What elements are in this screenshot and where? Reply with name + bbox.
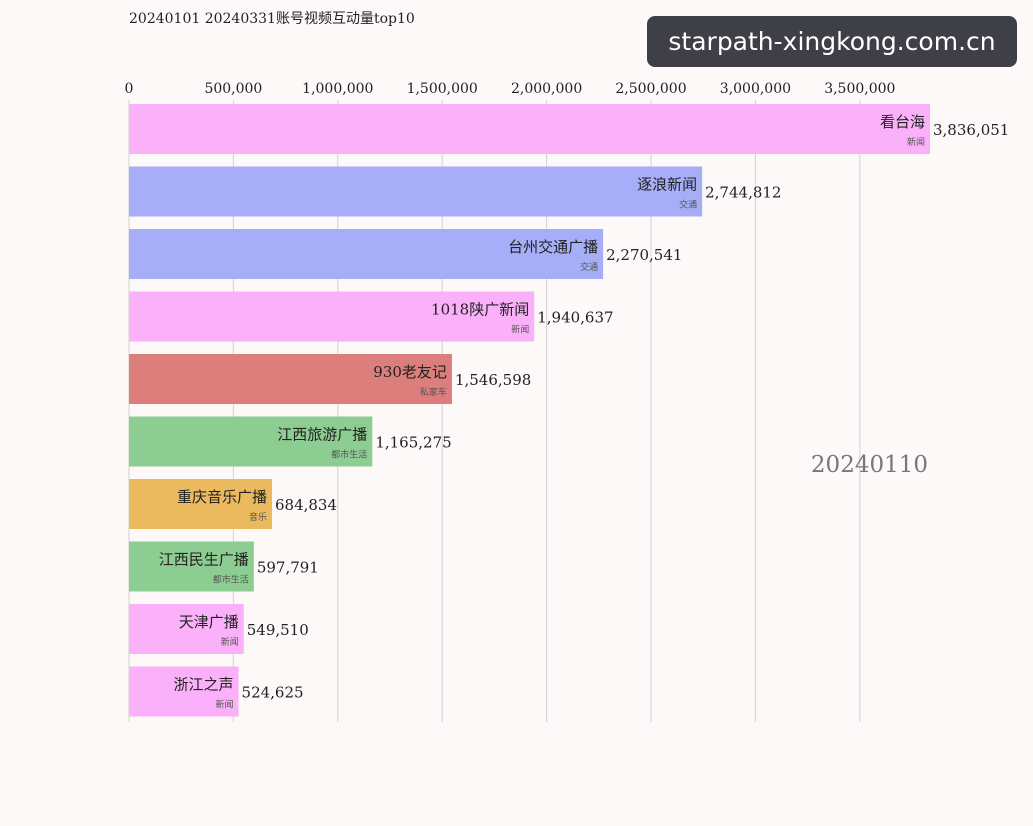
bar — [129, 166, 703, 217]
bar-value-label: 2,744,812 — [705, 184, 781, 202]
bar-category-label: 都市生活 — [331, 449, 367, 461]
bar-category-label: 新闻 — [216, 699, 234, 711]
bar-category-label: 交通 — [580, 261, 598, 273]
x-tick-label: 0 — [125, 81, 134, 97]
bar-category-label: 音乐 — [249, 511, 267, 523]
bar-value-label: 1,546,598 — [455, 371, 531, 389]
bar-category-label: 都市生活 — [213, 574, 249, 586]
bar-value-label: 684,834 — [275, 496, 337, 514]
x-tick-label: 1,000,000 — [302, 81, 373, 97]
bars: 看台海新闻3,836,051逐浪新闻交通2,744,812台州交通广播交通2,2… — [129, 104, 1009, 717]
bar-category-label: 新闻 — [221, 636, 239, 648]
bar — [129, 354, 452, 404]
bar-name-label: 江西旅游广播 — [277, 426, 367, 444]
bar-value-label: 524,625 — [242, 684, 304, 702]
bar-category-label: 新闻 — [907, 136, 925, 148]
bar — [129, 479, 272, 529]
bar-name-label: 台州交通广播 — [508, 238, 598, 256]
bar — [129, 541, 254, 592]
bar — [129, 104, 930, 154]
current-date-label: 20240110 — [811, 452, 928, 478]
bar-category-label: 交通 — [679, 199, 697, 211]
bar — [129, 604, 244, 654]
x-tick-label: 500,000 — [204, 81, 262, 97]
bar-name-label: 看台海 — [880, 113, 925, 131]
bar-value-label: 2,270,541 — [606, 246, 682, 264]
bar — [129, 291, 535, 342]
bar-value-label: 1,165,275 — [375, 434, 451, 452]
x-tick-label: 1,500,000 — [407, 81, 478, 97]
bar-value-label: 597,791 — [257, 559, 319, 577]
chart-title: 20240101 20240331账号视频互动量top10 — [129, 11, 415, 27]
bar-name-label: 逐浪新闻 — [637, 176, 697, 194]
bar-name-label: 江西民生广播 — [159, 551, 249, 569]
x-tick-label: 2,000,000 — [511, 81, 582, 97]
x-tick-label: 3,000,000 — [720, 81, 791, 97]
x-tick-label: 2,500,000 — [615, 81, 686, 97]
bar — [129, 416, 373, 467]
bar-name-label: 1018陕广新闻 — [431, 301, 529, 319]
watermark-badge: starpath-xingkong.com.cn — [647, 16, 1017, 67]
bar-value-label: 1,940,637 — [537, 309, 613, 327]
bar-value-label: 3,836,051 — [933, 121, 1009, 139]
bar-name-label: 重庆音乐广播 — [177, 488, 267, 506]
bar — [129, 666, 239, 717]
x-axis-ticks: 0 500,000 1,000,000 1,500,000 2,000,000 2,500… — [125, 81, 896, 97]
gridlines — [128, 100, 861, 722]
x-tick-label: 3,500,000 — [824, 81, 895, 97]
bar-name-label: 天津广播 — [179, 613, 239, 631]
bar-category-label: 私家车 — [420, 386, 447, 398]
bar-name-label: 浙江之声 — [174, 676, 234, 694]
bar — [129, 229, 604, 279]
bar-name-label: 930老友记 — [373, 363, 447, 381]
bar-value-label: 549,510 — [247, 621, 309, 639]
bar-category-label: 新闻 — [511, 324, 529, 336]
